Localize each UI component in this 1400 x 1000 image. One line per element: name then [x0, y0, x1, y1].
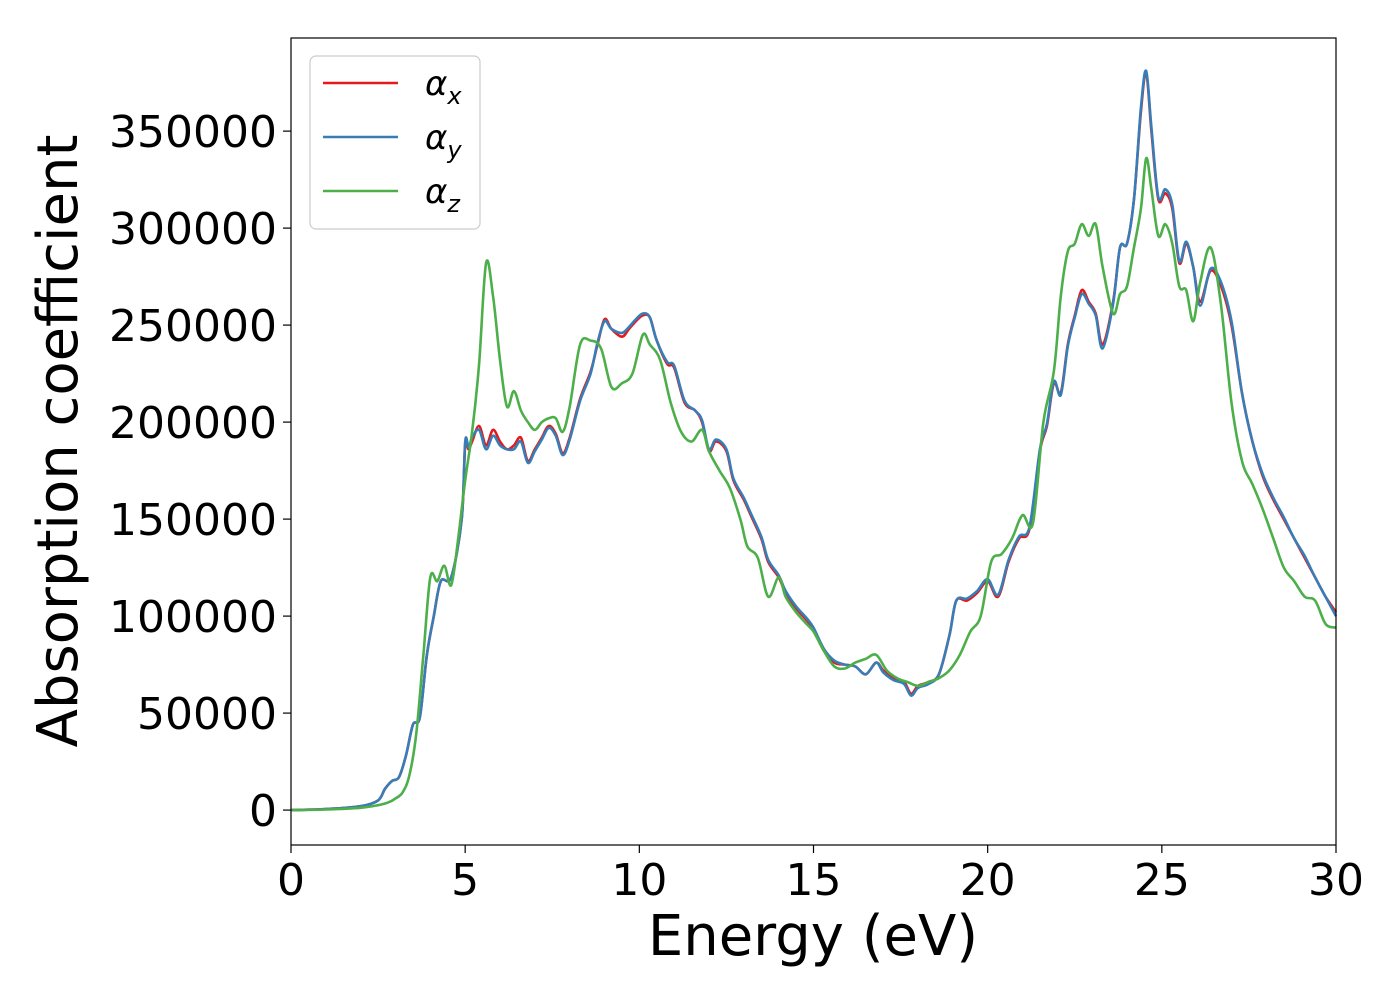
y-tick-label: 150000 [109, 495, 277, 546]
legend-label-subscript: z [446, 190, 461, 218]
legend-label-y: αy [425, 118, 462, 164]
x-axis: 0 5 10 15 20 25 30 [277, 845, 1364, 906]
legend-label-z: αz [425, 172, 461, 218]
legend-box [309, 55, 481, 230]
y-tick-label: 100000 [109, 592, 277, 643]
y-tick-label: 50000 [137, 689, 277, 740]
y-tick-label: 0 [249, 786, 277, 837]
x-tick-label: 0 [277, 855, 305, 906]
x-tick-label: 30 [1308, 855, 1364, 906]
legend-label-subscript: x [446, 82, 462, 110]
x-tick-label: 25 [1134, 855, 1190, 906]
y-axis-label: Absorption coefficient [26, 135, 91, 748]
y-tick-label: 350000 [109, 107, 277, 158]
series-layer [290, 69, 1338, 812]
series-line-z [290, 156, 1337, 812]
y-axis: 0 50000 100000 150000 200000 250000 300000 3500… [109, 107, 291, 837]
x-tick-label: 10 [611, 855, 667, 906]
x-axis-label: Energy (eV) [648, 904, 978, 969]
y-tick-label: 300000 [109, 204, 277, 255]
y-tick-label: 200000 [109, 398, 277, 449]
series-line-y [290, 69, 1338, 812]
x-tick-label: 15 [786, 855, 842, 906]
x-tick-label: 5 [451, 855, 479, 906]
legend-label-symbol: α [425, 118, 447, 158]
legend-label-symbol: α [425, 64, 447, 104]
legend-label-subscript: y [446, 136, 462, 164]
legend-label-symbol: α [425, 172, 447, 212]
y-tick-label: 250000 [109, 301, 277, 352]
legend-label-x: αx [425, 64, 462, 110]
x-tick-label: 20 [960, 855, 1016, 906]
